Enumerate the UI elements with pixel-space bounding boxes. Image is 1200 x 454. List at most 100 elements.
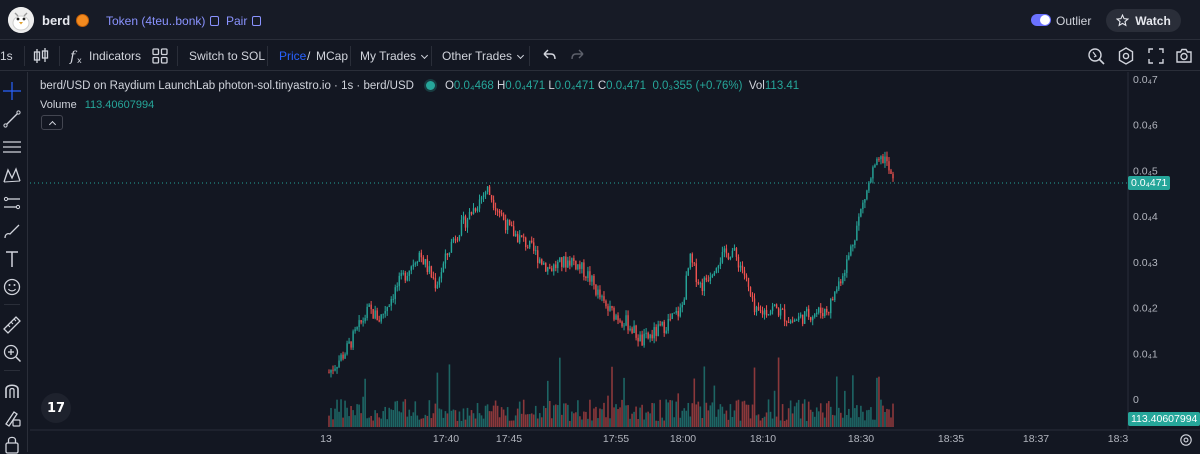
volume-bar [703, 366, 706, 427]
volume-bar [633, 411, 635, 427]
candle-body [882, 156, 884, 164]
candle-body [478, 199, 481, 209]
candle-body [689, 253, 691, 269]
volume-bar [691, 403, 694, 427]
candle-body [404, 272, 406, 281]
volume-bar [739, 420, 742, 427]
token-avatar[interactable] [8, 7, 34, 33]
candles-icon[interactable] [31, 46, 51, 66]
volume-bar [374, 410, 376, 427]
volume-bar [585, 411, 587, 427]
redo-icon[interactable] [568, 46, 588, 66]
volume-bar [474, 418, 477, 427]
volume-label: Volume [40, 99, 77, 111]
volume-bar [751, 404, 754, 427]
candle-body [810, 317, 812, 321]
mcap-toggle[interactable]: MCap [316, 49, 349, 63]
candle-body [356, 327, 358, 330]
camera-icon[interactable] [1174, 46, 1194, 66]
volume-bar [673, 417, 676, 427]
volume-bar [747, 404, 750, 427]
fx-icon[interactable]: f x [68, 46, 88, 66]
axis-settings-icon[interactable] [1178, 432, 1194, 448]
brush-icon[interactable] [2, 221, 22, 241]
candle-body [627, 315, 629, 331]
interval-selector[interactable]: 1s [0, 49, 13, 63]
candle-body [386, 306, 388, 312]
indicators-button[interactable]: Indicators [89, 49, 142, 63]
candle-body [693, 262, 695, 264]
token-address-link[interactable]: Token (4teu..bonk) [106, 14, 220, 28]
settings-icon[interactable] [1116, 46, 1136, 66]
volume-bar [589, 399, 591, 427]
candle-body [641, 334, 643, 346]
candle-body [563, 256, 565, 267]
outlier-toggle[interactable] [1031, 14, 1051, 26]
copy-icon[interactable] [252, 16, 262, 26]
volume-bar [864, 420, 866, 427]
volume-bar [490, 411, 493, 427]
price-axis[interactable]: 0.0₄7 0.0₄6 0.0₄5 0.0₄4 0.0₄3 0.0₄2 0.0₄1 0 [1133, 74, 1158, 406]
time-axis[interactable]: 13 17:40 17:45 17:55 18:00 18:10 18:30 18:35 18:… [320, 433, 1128, 445]
volume-bar [631, 413, 633, 427]
watch-button[interactable]: Watch [1106, 9, 1181, 32]
magnet-icon[interactable] [2, 380, 22, 400]
close-key: C [597, 80, 607, 92]
candle-body [392, 299, 394, 300]
volume-bar [876, 377, 878, 427]
text-icon[interactable] [2, 249, 22, 269]
zoom-search-icon[interactable] [1086, 46, 1106, 66]
volume-bar [366, 418, 368, 427]
lock-draw-icon[interactable] [2, 408, 22, 428]
candle-body [396, 286, 398, 288]
layout-icon[interactable] [150, 46, 170, 66]
copy-icon[interactable] [210, 16, 220, 26]
measure-icon[interactable] [2, 193, 22, 213]
crosshair-icon[interactable] [2, 81, 22, 101]
volume-bar [569, 420, 571, 427]
candle-body [836, 289, 838, 292]
candle-body [376, 310, 378, 321]
pattern-icon[interactable] [2, 165, 22, 185]
collapse-legend-button[interactable] [41, 115, 63, 130]
zoom-in-icon[interactable] [2, 343, 22, 363]
fullscreen-icon[interactable] [1146, 46, 1166, 66]
tradingview-logo[interactable]: 17 [41, 393, 71, 423]
volume-bar [866, 410, 868, 427]
my-trades-dropdown[interactable]: My Trades [360, 49, 429, 63]
volume-bar [532, 414, 535, 427]
volume-bars [328, 357, 894, 427]
horizontal-lines-icon[interactable] [2, 137, 22, 157]
volume-bar [426, 415, 429, 427]
candle-body [569, 260, 571, 266]
candle-body [677, 311, 679, 317]
price-toggle[interactable]: Price [279, 49, 307, 63]
undo-icon[interactable] [539, 46, 559, 66]
price-tick-label: 0 [1133, 394, 1139, 406]
volume-bar [777, 357, 780, 427]
candle-body [328, 372, 330, 374]
candle-body [444, 253, 447, 264]
volume-bar [494, 400, 497, 427]
top-bar: berd Token (4teu..bonk) Pair Outlier Wat… [0, 0, 1200, 40]
volume-bar [665, 399, 667, 427]
candle-body [470, 211, 473, 215]
candle-body [729, 257, 732, 260]
other-trades-dropdown[interactable]: Other Trades [442, 49, 525, 63]
low-key: L [548, 80, 555, 92]
switch-to-sol-button[interactable]: Switch to SOL [189, 49, 266, 63]
candle-body [763, 309, 766, 315]
ruler-icon[interactable] [2, 315, 22, 335]
volume-bar [597, 418, 599, 427]
emoji-icon[interactable] [2, 277, 22, 297]
candle-body [512, 226, 515, 237]
volume-bar [842, 417, 844, 427]
candle-body [579, 264, 581, 269]
volume-bar [352, 410, 354, 427]
volume-bar [651, 402, 653, 427]
pair-link[interactable]: Pair [226, 14, 262, 28]
close-value: 0.0₄471 [606, 80, 647, 92]
trend-line-icon[interactable] [2, 109, 22, 129]
volume-bar [388, 407, 391, 427]
